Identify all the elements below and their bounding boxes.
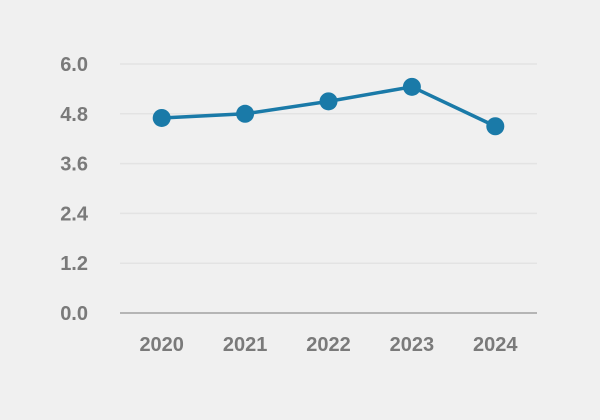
y-tick-label: 4.8	[60, 104, 88, 126]
x-axis-ticks: 2020 2021 2022 2023 2024	[139, 334, 518, 356]
x-tick-label: 2023	[390, 334, 435, 356]
data-point	[236, 104, 255, 123]
x-tick-label: 2020	[139, 334, 184, 356]
data-point	[319, 92, 338, 111]
x-tick-label: 2022	[306, 334, 351, 356]
series-layer	[152, 77, 505, 136]
y-tick-label: 3.6	[60, 154, 88, 176]
data-point	[486, 117, 505, 136]
data-point	[152, 108, 171, 127]
x-tick-label: 2024	[473, 334, 518, 356]
data-point	[402, 77, 421, 96]
y-tick-label: 6.0	[60, 54, 88, 76]
y-tick-label: 1.2	[60, 253, 88, 275]
y-tick-label: 2.4	[60, 203, 89, 225]
y-tick-label: 0.0	[60, 303, 88, 325]
x-tick-label: 2021	[223, 334, 268, 356]
y-axis-ticks: 0.0 1.2 2.4 3.6 4.8 6.0	[60, 54, 89, 325]
